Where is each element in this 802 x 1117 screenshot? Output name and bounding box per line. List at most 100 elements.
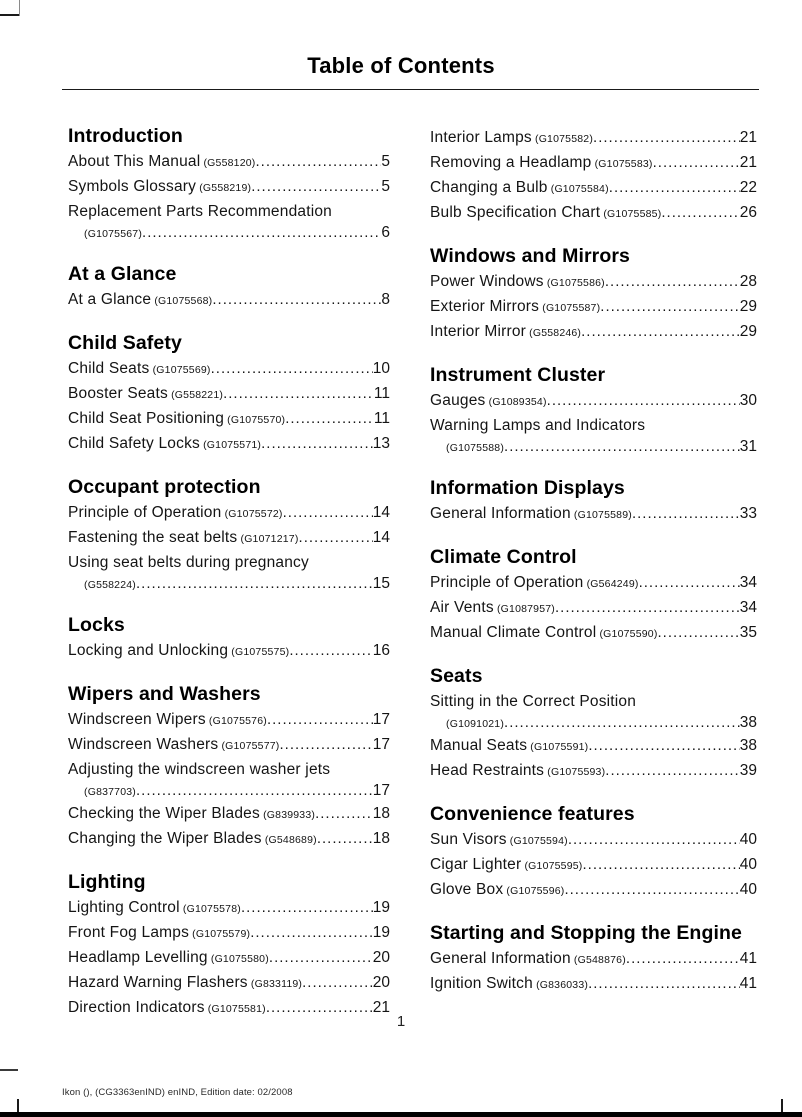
toc-entry-line: Power Windows (G1075586) 28	[430, 270, 757, 295]
toc-entry-ref-code: (G548689)	[261, 834, 317, 846]
toc-entry-title: General Information	[430, 505, 571, 522]
toc-entry-line: Headlamp Levelling (G1075580) 20	[68, 946, 390, 971]
dot-leader	[315, 802, 373, 825]
dot-leader	[279, 733, 372, 756]
toc-entry-title: At a Glance	[68, 291, 152, 308]
toc-entry-line: Changing a Bulb (G1075584) 22	[430, 176, 757, 201]
dot-leader	[302, 971, 373, 994]
toc-entry-page-number: 10	[372, 360, 390, 377]
toc-entry-label: Principle of Operation (G1075572)	[68, 501, 283, 526]
toc-entry-ref-code: (G558120)	[200, 157, 256, 169]
toc-entry-title: Changing the Wiper Blades	[68, 830, 262, 847]
toc-entry-page-number: 40	[739, 856, 757, 873]
toc-entry-label: Sun Visors (G1075594)	[430, 828, 568, 853]
toc-entry-title-wrapped: Adjusting the windscreen washer jets	[68, 761, 331, 778]
toc-entry-line: (G837703) 17	[68, 781, 390, 802]
toc-entry-ref-code: (G1075596)	[503, 885, 565, 897]
toc-entry-page-number: 5	[381, 153, 390, 170]
toc-entry-ref-code: (G1075584)	[547, 183, 609, 195]
dot-leader	[504, 437, 740, 457]
toc-entry-label: Changing a Bulb (G1075584)	[430, 176, 609, 201]
toc-entry-line: General Information (G548876) 41	[430, 947, 757, 972]
toc-entry-title: Ignition Switch	[430, 975, 533, 992]
toc-entry-line: Sun Visors (G1075594) 40	[430, 828, 757, 853]
toc-entry-line: Front Fog Lamps (G1075579) 19	[68, 921, 390, 946]
toc-entry-ref-code: (G1091021)	[446, 718, 505, 730]
dot-leader	[212, 288, 381, 311]
toc-entry-page-number: 11	[373, 410, 390, 427]
toc-entry-page-number: 38	[739, 714, 757, 731]
toc-entry-title: Air Vents	[430, 599, 494, 616]
toc-entry-page-number: 6	[381, 224, 390, 241]
toc-entry-title: Child Safety Locks	[68, 435, 200, 452]
toc-entry-label: Glove Box (G1075596)	[430, 878, 564, 903]
toc-entry-ref-code: (G1075591)	[527, 741, 589, 753]
toc-entry-ref-code: (G1075581)	[204, 1003, 266, 1015]
toc-entry-line: Manual Seats (G1075591) 38	[430, 734, 757, 759]
dot-leader	[261, 432, 373, 455]
toc-entry-page-number: 41	[739, 975, 757, 992]
dot-leader	[626, 947, 740, 970]
toc-entry-title: Manual Climate Control	[430, 624, 597, 641]
toc-entry-line: Air Vents (G1087957) 34	[430, 596, 757, 621]
toc-entry-ref-code: (G1075571)	[199, 439, 262, 451]
toc-entry-title: Exterior Mirrors	[430, 298, 540, 315]
dot-leader	[269, 946, 373, 969]
toc-entry-ref-code: (G836033)	[532, 979, 589, 991]
section-heading: Convenience features	[430, 803, 635, 825]
toc-entry-line: Fastening the seat belts (G1071217) 14	[68, 526, 390, 551]
toc-entry-page-number: 21	[739, 129, 757, 146]
toc-entry-label: Principle of Operation (G564249)	[430, 571, 639, 596]
page-number: 1	[396, 1013, 406, 1030]
page-bottom-edge	[0, 1112, 802, 1117]
toc-entry-ref-code: (G1075579)	[189, 928, 251, 940]
toc-entry-ref-code: (G1075582)	[531, 133, 594, 145]
section-heading: Instrument Cluster	[430, 364, 606, 386]
toc-entry-label: Bulb Specification Chart (G1075585)	[430, 201, 661, 226]
toc-entry-page-number: 33	[739, 505, 757, 522]
toc-entry-label: Interior Lamps (G1075582)	[430, 126, 593, 151]
toc-entry-title-wrapped: Sitting in the Correct Position	[430, 693, 637, 710]
toc-entry-page-number: 19	[372, 899, 390, 916]
toc-entry-ref-code: (G564249)	[583, 578, 639, 590]
dot-leader	[588, 734, 739, 757]
toc-entry-line: Child Seat Positioning (G1075570) 11	[68, 407, 390, 432]
toc-entry-label: Gauges (G1089354)	[430, 389, 547, 414]
toc-entry-label: Child Seat Positioning (G1075570)	[68, 407, 285, 432]
toc-entry-label: Cigar Lighter (G1075595)	[430, 853, 583, 878]
toc-entry-ref-code: (G1075585)	[600, 208, 662, 220]
toc-entry-title: Bulb Specification Chart	[430, 204, 601, 221]
toc-entry-title: Locking and Unlocking	[68, 642, 229, 659]
toc-entry-title: Manual Seats	[430, 737, 528, 754]
toc-entry-title: Hazard Warning Flashers	[68, 974, 248, 991]
toc-entry-page-number: 35	[739, 624, 757, 641]
toc-entry-label: Front Fog Lamps (G1075579)	[68, 921, 250, 946]
toc-entry-ref-code: (G1075590)	[596, 628, 658, 640]
toc-entry-line: Windscreen Washers (G1075577) 17	[68, 733, 390, 758]
dot-leader	[267, 708, 373, 731]
dot-leader	[568, 828, 740, 851]
toc-entry-line: Lighting Control (G1075578) 19	[68, 896, 390, 921]
dot-leader	[547, 389, 740, 412]
toc-entry-ref-code: (G548876)	[570, 954, 626, 966]
toc-entry-label: Windscreen Wipers (G1075576)	[68, 708, 267, 733]
toc-entry-line: (G1075588) 31	[430, 437, 757, 458]
toc-entry-ref-code: (G1075586)	[543, 277, 605, 289]
toc-entry-title: Booster Seats	[68, 385, 168, 402]
toc-entry-title: Lighting Control	[68, 899, 180, 916]
toc-entry-page-number: 40	[739, 881, 757, 898]
section-heading: Child Safety	[68, 332, 182, 354]
toc-section: Locks Locking and Unlocking (G1075575) 16	[68, 615, 390, 664]
dot-leader	[283, 501, 373, 524]
toc-entry-label: Headlamp Levelling (G1075580)	[68, 946, 269, 971]
toc-entry-line: (G1091021) 38	[430, 713, 757, 734]
toc-entry-ref-code: (G1075578)	[179, 903, 241, 915]
toc-entry-line: Booster Seats (G558221) 11	[68, 382, 390, 407]
toc-entry-label: Hazard Warning Flashers (G833119)	[68, 971, 302, 996]
toc-entry-title: Cigar Lighter	[430, 856, 522, 873]
toc-entry-page-number: 40	[739, 831, 757, 848]
toc-entry-line: Child Safety Locks (G1075571) 13	[68, 432, 390, 457]
toc-entry-page-number: 21	[739, 154, 757, 171]
section-heading: Locks	[68, 614, 125, 636]
toc-entry-label: (G837703)	[84, 781, 136, 802]
